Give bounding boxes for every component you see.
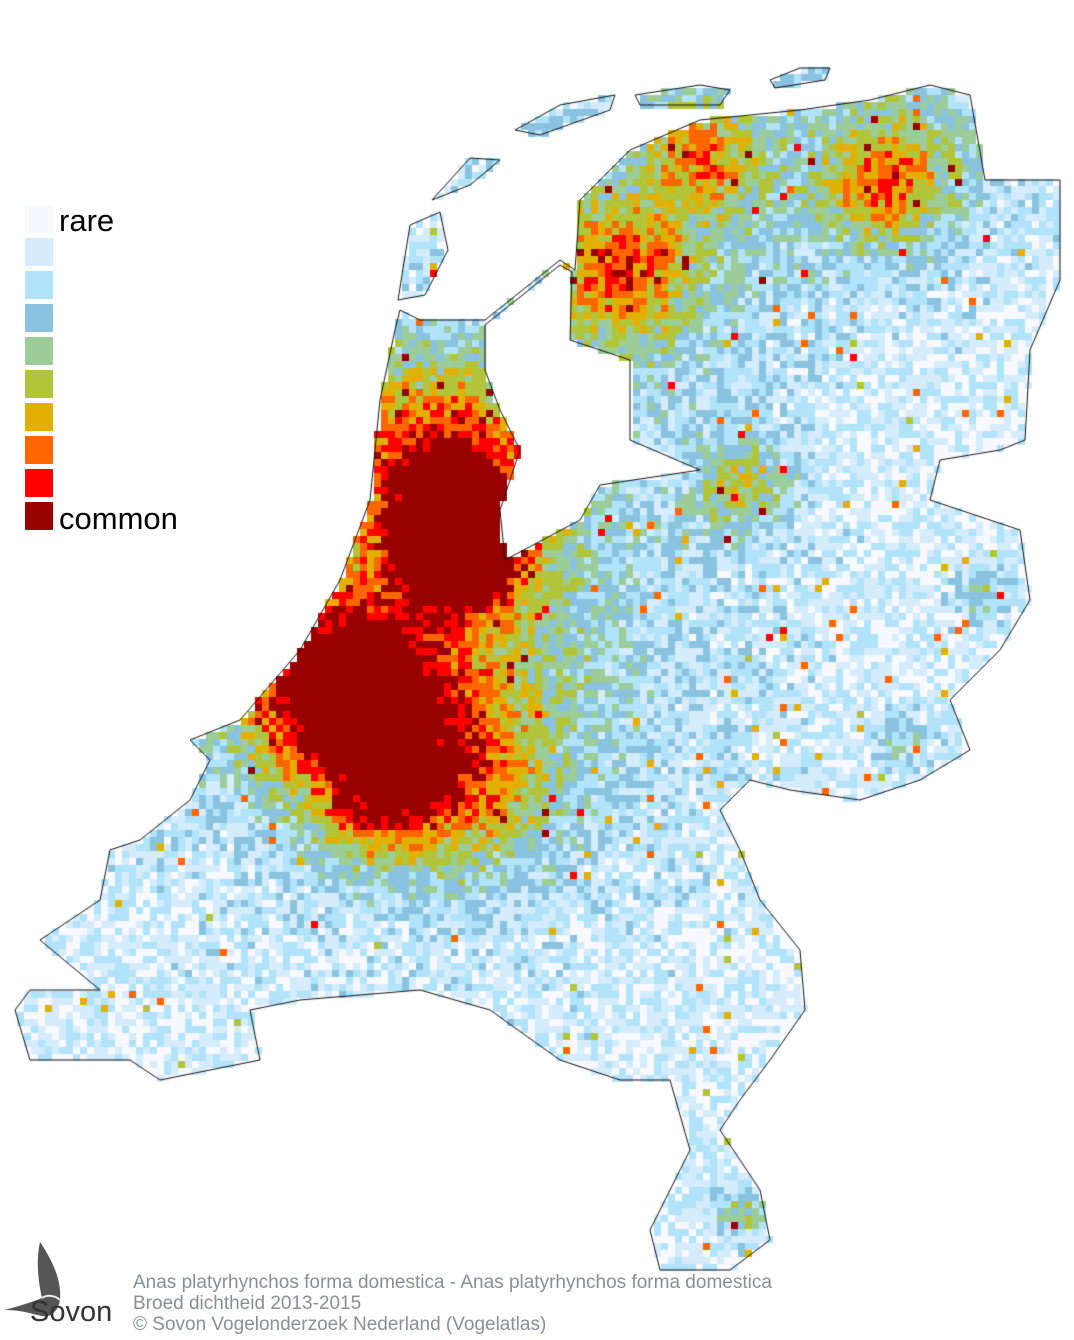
- legend-swatch-9: [25, 469, 53, 497]
- legend-swatch-10: [25, 502, 53, 530]
- map-caption: Anas platyrhynchos forma domestica - Ana…: [133, 1272, 772, 1335]
- legend-swatch-3: [25, 271, 53, 299]
- legend-swatch-1: [25, 205, 53, 233]
- legend-swatch-2: [25, 238, 53, 266]
- legend-label-common: common: [59, 501, 178, 536]
- legend-swatch-8: [25, 436, 53, 464]
- sovon-swallow-logo-icon: [4, 1242, 61, 1317]
- legend-swatch-6: [25, 370, 53, 398]
- species-title: Anas platyrhynchos forma domestica - Ana…: [133, 1272, 772, 1293]
- legend-swatch-4: [25, 304, 53, 332]
- sovon-logo-text: Sovon: [30, 1296, 113, 1328]
- legend-swatch-7: [25, 403, 53, 431]
- dataset-subtitle: Broed dichtheid 2013-2015: [133, 1293, 362, 1314]
- legend-label-rare: rare: [59, 203, 115, 238]
- copyright: © Sovon Vogelonderzoek Nederland (Vogela…: [133, 1314, 547, 1335]
- legend-swatch-5: [25, 337, 53, 365]
